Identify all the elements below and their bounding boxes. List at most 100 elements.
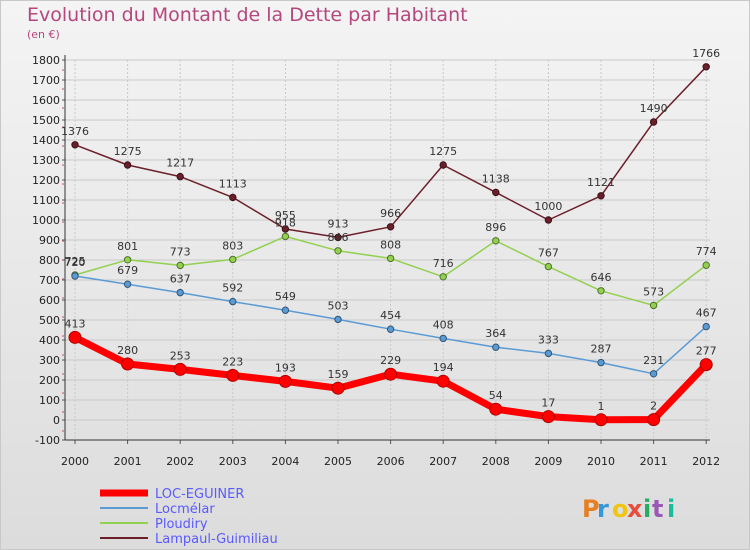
x-tick-label: 2010 <box>587 455 615 468</box>
data-point <box>229 297 237 306</box>
data-point <box>226 368 240 382</box>
data-point <box>436 374 450 388</box>
logo-letter: r <box>597 495 609 523</box>
x-tick-label: 2001 <box>114 455 142 468</box>
data-point <box>331 381 345 395</box>
axis-dot <box>62 69 64 71</box>
data-label: 773 <box>170 245 191 258</box>
data-label: 54 <box>489 389 503 402</box>
logo-letter: o <box>612 495 629 523</box>
data-label: 159 <box>328 368 349 381</box>
y-tick-label: 900 <box>39 234 60 247</box>
legend: LOC-EGUINERLocmélarPloudiryLampaul-Guimi… <box>100 487 278 547</box>
x-tick-label: 2012 <box>692 455 720 468</box>
data-point <box>544 216 553 224</box>
y-tick-label: 400 <box>39 334 60 347</box>
y-tick-label: 1300 <box>32 154 60 167</box>
data-label: 1217 <box>166 157 194 170</box>
data-label: 467 <box>696 307 717 320</box>
axis-dot <box>62 278 64 280</box>
axis-dot <box>62 126 64 128</box>
data-label: 637 <box>170 273 191 286</box>
x-tick-label: 2005 <box>324 455 352 468</box>
x-tick-label: 2009 <box>534 455 562 468</box>
data-point <box>278 374 292 388</box>
data-label: 277 <box>696 345 717 358</box>
data-label: 193 <box>275 361 296 374</box>
y-tick-label: 100 <box>39 394 60 407</box>
data-point <box>334 233 342 242</box>
x-tick-label: 2002 <box>166 455 194 468</box>
data-label: 194 <box>433 361 454 374</box>
data-label: 896 <box>485 221 506 234</box>
data-point <box>699 358 713 372</box>
y-tick-label: -100 <box>35 434 60 447</box>
axis-dot <box>62 430 64 432</box>
data-label: 1766 <box>692 47 720 60</box>
y-tick-label: 1000 <box>32 214 60 227</box>
x-tick-label: 2007 <box>429 455 457 468</box>
data-point <box>439 334 447 343</box>
data-label: 1376 <box>61 125 89 138</box>
data-point <box>544 262 553 271</box>
data-point <box>123 161 132 169</box>
data-point <box>597 358 605 367</box>
data-label: 503 <box>328 299 349 312</box>
data-point <box>597 192 605 200</box>
data-label: 364 <box>485 327 506 340</box>
data-label: 223 <box>222 355 243 368</box>
data-label: 679 <box>117 264 138 277</box>
data-point <box>334 247 342 255</box>
data-point <box>281 225 290 233</box>
data-point <box>439 273 447 281</box>
data-point <box>386 223 395 231</box>
data-point <box>541 410 555 424</box>
data-label: 1000 <box>534 200 562 213</box>
data-label: 454 <box>380 309 401 322</box>
data-point <box>594 413 608 427</box>
data-label: 280 <box>117 344 138 357</box>
axis-dot <box>62 164 64 166</box>
data-point <box>544 349 553 358</box>
data-label: 333 <box>538 333 559 346</box>
logo-letter: i <box>667 495 675 523</box>
axis-dot <box>62 240 64 242</box>
x-tick-label: 2006 <box>377 455 405 468</box>
data-label: 408 <box>433 318 454 331</box>
legend-label: Locmélar <box>155 502 215 517</box>
data-point <box>649 301 658 310</box>
data-label: 725 <box>65 255 86 268</box>
axis-dot <box>62 221 64 223</box>
legend-label: Lampaul-Guimiliau <box>155 532 278 547</box>
axis-dot <box>62 107 64 109</box>
y-tick-label: 1400 <box>32 134 60 147</box>
data-label: 1275 <box>114 145 142 158</box>
y-tick-label: 1100 <box>32 194 60 207</box>
data-label: 767 <box>538 247 559 260</box>
axis-dot <box>62 316 64 318</box>
data-point <box>71 272 79 280</box>
axis-dot <box>62 392 64 394</box>
proxiti-logo: Pr ox i t i <box>582 495 675 523</box>
axis-dot <box>62 259 64 261</box>
data-label: 955 <box>275 209 296 222</box>
data-label: 918 <box>275 216 296 229</box>
data-label: 1113 <box>219 177 247 190</box>
data-label: 1121 <box>587 176 615 189</box>
axis-dot <box>62 145 64 147</box>
axis-dot <box>62 88 64 90</box>
y-tick-label: 800 <box>39 254 60 267</box>
data-label: 1275 <box>429 145 457 158</box>
data-point <box>176 288 184 297</box>
y-tick-label: 1200 <box>32 174 60 187</box>
data-point <box>597 287 605 295</box>
y-tick-label: 700 <box>39 274 60 287</box>
data-label: 716 <box>433 257 454 270</box>
data-label: 17 <box>541 397 555 410</box>
data-point <box>489 402 503 416</box>
data-label: 1 <box>598 400 605 413</box>
y-tick-label: 1700 <box>32 74 60 87</box>
x-tick-label: 2000 <box>61 455 89 468</box>
